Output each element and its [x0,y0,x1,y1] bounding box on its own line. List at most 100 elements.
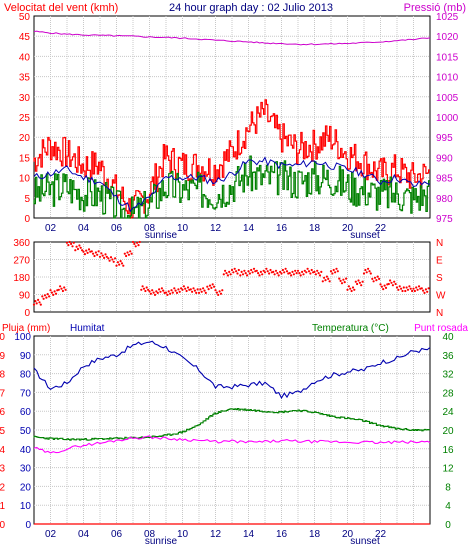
direction-point [120,262,124,265]
hour-tick-label-bottom: 20 [342,529,354,540]
direction-point [408,285,411,288]
direction-point [170,289,173,292]
direction-point [314,273,317,276]
direction-point [93,254,96,258]
direction-point [247,270,250,273]
direction-point [156,291,159,294]
hour-tick-label-bottom: 02 [45,529,57,540]
direction-point [217,293,220,296]
direction-point [294,269,297,272]
direction-point [345,277,348,280]
direction-point [342,278,345,281]
direction-point [86,251,89,254]
direction-point [186,286,190,289]
hour-tick-label-top: 12 [210,223,222,234]
direction-point [237,268,240,272]
direction-point [391,284,394,287]
hour-tick-label-top: 20 [342,223,354,234]
direction-point [46,293,49,296]
direction-point [147,288,150,291]
direction-point [222,273,225,276]
direction-point [61,289,64,293]
direction-point [378,277,381,280]
dewpoint-series [33,435,431,454]
direction-point [171,291,174,294]
direction-point [230,268,234,272]
direction-point [195,291,198,294]
wind-tick-label: 45 [19,32,31,43]
direction-point [298,272,301,275]
direction-point [233,267,236,270]
direction-point [164,291,168,294]
direction-point [347,285,350,288]
hour-tick-label-bottom: 22 [375,529,387,540]
pressure-tick-label: 990 [436,153,453,164]
direction-point [284,267,287,270]
hour-tick-label-top: 10 [177,223,189,234]
direction-point [244,272,247,275]
direction-point [226,274,229,277]
direction-point [76,247,80,251]
direction-point [405,286,408,289]
direction-point [367,267,370,270]
direction-point [224,269,227,272]
hour-tick-label-top: 02 [45,223,57,234]
direction-point [239,274,242,277]
direction-point [87,248,91,251]
rain-tick-label: 1 [0,501,5,512]
temperature-tick-label: 24 [442,407,454,418]
rain-tick-label: 6 [0,407,5,418]
temperature-label: Temperatura (°C) [312,323,389,334]
humidity-label: Humitat [70,323,105,334]
direction-point [32,303,36,306]
direction-point [290,274,293,277]
direction-point [413,289,416,293]
direction-point [166,293,169,296]
compass-tick-label: N [436,308,443,319]
sunrise-label-top: sunrise [145,230,178,241]
direction-point [328,280,331,283]
direction-point [258,274,261,277]
direction-point [152,291,155,294]
direction-point [354,280,357,283]
direction-point [108,259,111,262]
direction-point [35,302,38,305]
direction-point [158,288,161,291]
direction-point [225,272,228,275]
direction-point [131,240,135,244]
direction-point [255,269,258,272]
direction-point [417,285,421,288]
direction-point [406,288,410,291]
direction-point [133,242,136,245]
direction-point [338,277,341,280]
direction-point [371,277,374,280]
direction-point [274,269,278,272]
direction-point [321,280,324,283]
direction-point [262,269,265,272]
direction-point [235,270,238,273]
direction-point [83,253,86,256]
direction-point [280,272,283,275]
direction-point [292,273,295,276]
rain-tick-label: 8 [0,370,5,381]
direction-point [213,285,216,288]
wind-tick-label: 20 [19,133,31,144]
direction-point [318,274,322,277]
direction-point [343,281,346,284]
wind-tick-label: 40 [19,52,31,63]
direction-point [325,275,328,278]
hour-tick-label-top: 16 [276,223,288,234]
direction-point [340,282,344,285]
direction-point [53,290,56,293]
direction-point [351,286,355,289]
wind-mean-series [33,156,431,213]
hour-tick-label-top: 22 [375,223,387,234]
direction-point [243,269,246,272]
sunset-label-bottom: sunset [350,536,380,547]
direction-point [251,271,254,274]
direction-point [197,291,201,294]
direction-point [353,288,356,291]
hour-tick-label-top: 06 [111,223,123,234]
direction-point [422,289,425,292]
direction-point [332,268,335,272]
